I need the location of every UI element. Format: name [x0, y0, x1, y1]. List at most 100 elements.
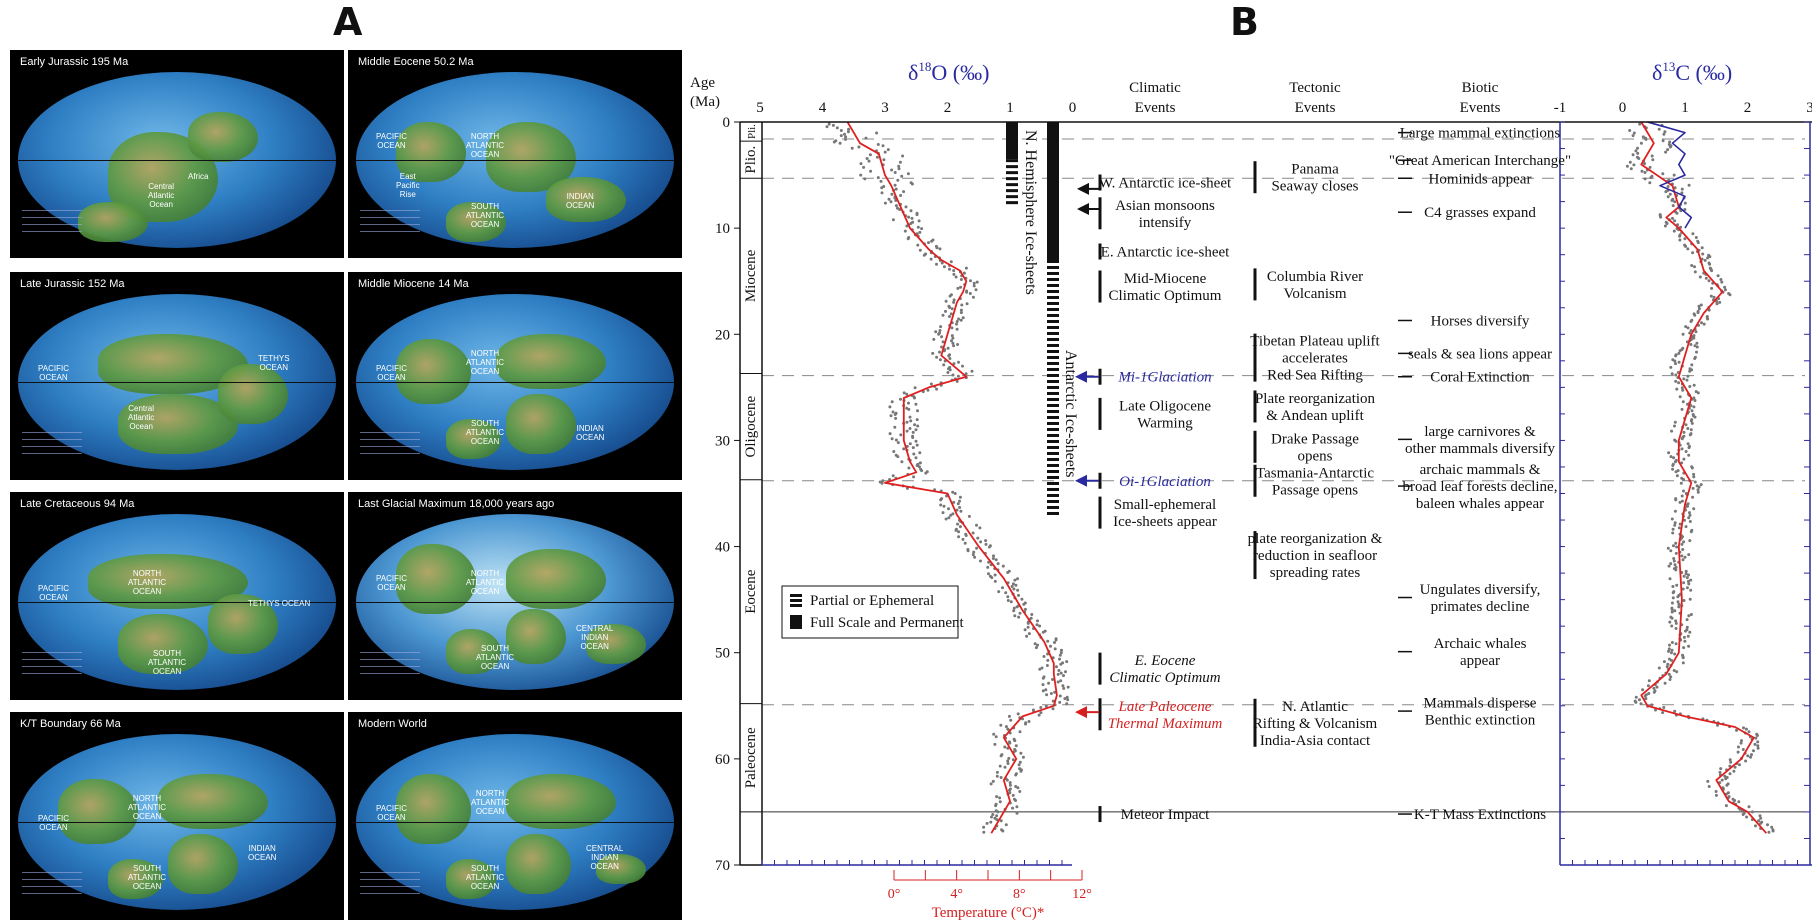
d18o-point — [951, 490, 955, 494]
d18o-point — [1045, 693, 1049, 697]
d13c-point — [1684, 423, 1688, 427]
map-title: K/T Boundary 66 Ma — [20, 718, 121, 730]
d13c-point — [1684, 325, 1688, 329]
d18o-point — [1063, 697, 1067, 701]
d13c-point — [1757, 819, 1761, 823]
d18o-point — [946, 346, 950, 350]
d13c-point — [1696, 391, 1700, 395]
d13c-point — [1671, 467, 1675, 471]
ocean-label: NORTH ATLANTIC OCEAN — [466, 132, 505, 159]
d18o-point — [1014, 744, 1018, 748]
d18o-point — [931, 351, 935, 355]
d18o-point — [956, 343, 960, 346]
ocean-label: PACIFIC OCEAN — [38, 584, 69, 602]
d18o-point — [969, 279, 972, 283]
map-legend — [22, 204, 112, 250]
landmass — [58, 779, 138, 844]
d18o-point — [948, 294, 952, 298]
d18o-point — [862, 165, 866, 169]
d18o-point — [949, 260, 953, 264]
d13c-point — [1747, 805, 1751, 809]
d13c-point — [1707, 279, 1711, 283]
epoch-label: Miocene — [743, 249, 759, 302]
d13c-point — [1669, 562, 1673, 566]
d13c-point — [1723, 288, 1727, 292]
column-heading: Climatic — [1129, 80, 1181, 96]
d13c-point — [1661, 711, 1665, 715]
d18o-point — [941, 313, 945, 317]
d18o-point — [894, 187, 898, 191]
d13c-point — [1716, 274, 1720, 278]
d18o-point — [1001, 564, 1005, 568]
d13c-point — [1671, 527, 1675, 531]
biotic-event-label: broad leaf forests decline, — [1403, 479, 1558, 495]
d18o-point — [1018, 790, 1022, 793]
map-legend — [22, 646, 112, 692]
antarctic-ice-sheet-partial — [1047, 391, 1059, 395]
d18o-point — [889, 200, 893, 204]
d13c-point — [1756, 740, 1760, 744]
tectonic-event-label: Red Sea Rifting — [1267, 368, 1363, 384]
d18o-point — [971, 531, 975, 535]
d18o-point — [975, 280, 979, 284]
d13c-point — [1688, 433, 1692, 437]
d13c-point — [1665, 665, 1669, 669]
antarctic-ice-sheet-partial — [1047, 439, 1059, 443]
d18o-point — [959, 278, 963, 281]
d18o-point — [961, 537, 965, 541]
d13c-point — [1680, 554, 1684, 558]
landmass — [208, 594, 278, 654]
d18o-point — [916, 243, 920, 247]
d18o-point — [938, 350, 941, 354]
temperature-axis-label: Temperature (°C)* — [932, 905, 1045, 921]
d18o-point — [880, 186, 884, 190]
equator-line — [18, 382, 336, 383]
d13c-point — [1683, 518, 1686, 522]
d13c-point — [1688, 331, 1692, 335]
d18o-point — [1039, 711, 1043, 715]
d13c-point — [1688, 385, 1692, 388]
antarctic-ice-sheet-partial — [1047, 283, 1059, 287]
d13c-point — [1673, 420, 1677, 424]
d18o-point — [956, 502, 960, 506]
antarctic-ice-sheet-partial — [1047, 427, 1059, 431]
column-heading: Tectonic — [1289, 80, 1341, 96]
d18o-point — [838, 141, 842, 145]
d18o-point — [996, 810, 1000, 814]
landmass — [396, 122, 466, 182]
d18o-point — [1014, 583, 1018, 587]
d13c-point — [1677, 605, 1681, 609]
d18o-point — [875, 155, 879, 159]
d18o-point — [892, 450, 896, 453]
d13c-point — [1665, 222, 1669, 225]
d13c-point — [1667, 564, 1671, 568]
d18o-point — [999, 754, 1003, 758]
d18o-point — [952, 269, 956, 273]
d18o-point — [864, 136, 868, 140]
d18o-point — [972, 550, 976, 554]
d18o-point — [1023, 628, 1027, 632]
d18o-point — [1014, 799, 1018, 802]
d18o-point — [1013, 739, 1017, 743]
d13c-tick-label: -1 — [1554, 100, 1567, 116]
d18o-point — [950, 339, 953, 343]
d13c-point — [1695, 350, 1698, 354]
nh-ice-sheets-label: N. Hemisphere Ice-sheets — [1022, 130, 1039, 295]
equator-line — [18, 602, 336, 603]
d18o-tick-label: 4 — [819, 100, 827, 116]
d13c-point — [1678, 349, 1682, 353]
d18o-point — [959, 509, 963, 513]
map-legend — [360, 646, 450, 692]
d18o-point — [942, 504, 946, 508]
antarctic-ice-sheet-partial — [1047, 421, 1059, 425]
d13c-blue-line — [1647, 121, 1693, 229]
d18o-point — [920, 469, 924, 473]
d18o-point — [891, 474, 895, 478]
nh-ice-sheet-full — [1006, 122, 1018, 160]
panel-a-letter: A — [333, 0, 363, 44]
d13c-point — [1681, 548, 1685, 551]
map-legend — [360, 426, 450, 472]
d18o-point — [880, 481, 884, 485]
d18o-point — [912, 452, 916, 456]
antarctic-ice-sheet-partial — [1047, 325, 1059, 329]
